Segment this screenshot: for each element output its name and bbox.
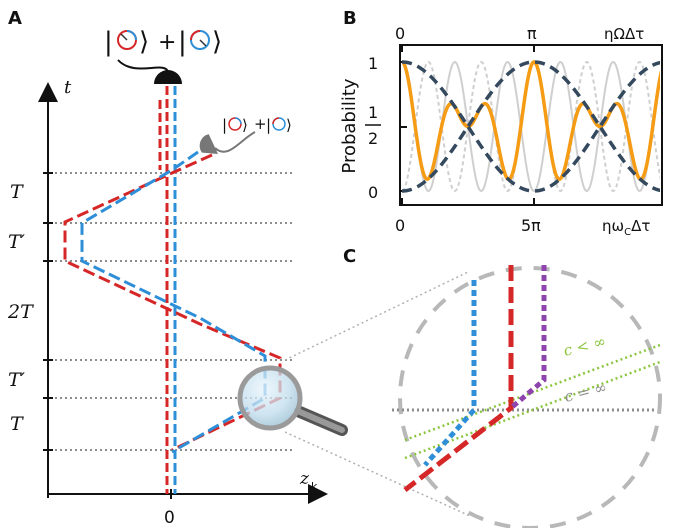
c-less-inf-label: c < ∞ <box>562 332 608 360</box>
bottom-tick-0: 0 <box>395 216 405 235</box>
svg-text:|: | <box>222 116 227 134</box>
ytick-half-den: 2 <box>368 129 378 148</box>
svg-text:⟩: ⟩ <box>212 27 222 57</box>
t-axis-label: t <box>64 77 72 98</box>
orange-probability-curve <box>402 60 660 182</box>
c-equals-inf-label: c = ∞ <box>563 378 609 406</box>
zoom-blue-path <box>423 280 477 467</box>
source-detector-icon <box>154 70 182 84</box>
navy-envelope-increasing <box>402 60 660 193</box>
z-axis-label: z <box>299 469 310 489</box>
zoom-line-top <box>284 271 469 361</box>
top-axis-label: ηΩΔτ <box>604 25 644 43</box>
small-superposition: | ⟩ + | ⟩ <box>222 115 292 134</box>
svg-text:⟩: ⟩ <box>242 116 248 134</box>
ket-bracket-left-1: | <box>104 27 113 57</box>
ytick-half-num: 1 <box>368 103 378 122</box>
ytick-0: 0 <box>368 183 378 202</box>
navy-envelope-decreasing <box>402 60 660 193</box>
gray-solid-oscillation <box>402 60 660 193</box>
cable <box>117 59 169 73</box>
top-tick-pi: π <box>527 24 537 43</box>
interval-Tprime-2: T′ <box>8 369 26 391</box>
gray-dashed-oscillation <box>402 60 660 193</box>
magnifier-icon <box>237 365 348 436</box>
panel-a-label: A <box>8 8 22 29</box>
z-origin: 0 <box>164 508 175 528</box>
svg-text:|: | <box>266 116 271 134</box>
top-superposition: |◷⟩ | ⟩ + | ⟩ <box>104 27 222 57</box>
plot-frame <box>399 44 663 206</box>
svg-text:+: + <box>254 115 267 133</box>
panel-b-label: B <box>343 8 357 29</box>
probability-curves <box>402 60 660 193</box>
zoom-line-bottom <box>284 431 471 517</box>
bottom-axis-label: ηωCΔτ <box>602 217 650 238</box>
interval-2T: 2T <box>7 301 34 323</box>
panel-c-label: C <box>343 246 356 267</box>
interval-T-1: T <box>10 181 24 203</box>
interval-Tprime-1: T′ <box>8 231 26 253</box>
zoom-red-path <box>403 265 514 492</box>
svg-text:⟩: ⟩ <box>286 116 292 134</box>
bottom-tick-5pi: 5π <box>521 216 541 235</box>
top-plus: + <box>158 30 176 55</box>
z-axis-sub: k <box>311 480 318 493</box>
interval-T-2: T <box>10 413 24 435</box>
svg-text:⟩: ⟩ <box>139 27 149 57</box>
svg-text:|: | <box>178 27 187 57</box>
top-tick-0: 0 <box>395 24 405 43</box>
ytick-1: 1 <box>368 54 378 73</box>
y-axis-label: Probability <box>339 78 360 173</box>
side-detector-icon <box>199 134 218 155</box>
zoom-circle <box>398 266 662 528</box>
zoom-purple-path <box>509 265 547 410</box>
